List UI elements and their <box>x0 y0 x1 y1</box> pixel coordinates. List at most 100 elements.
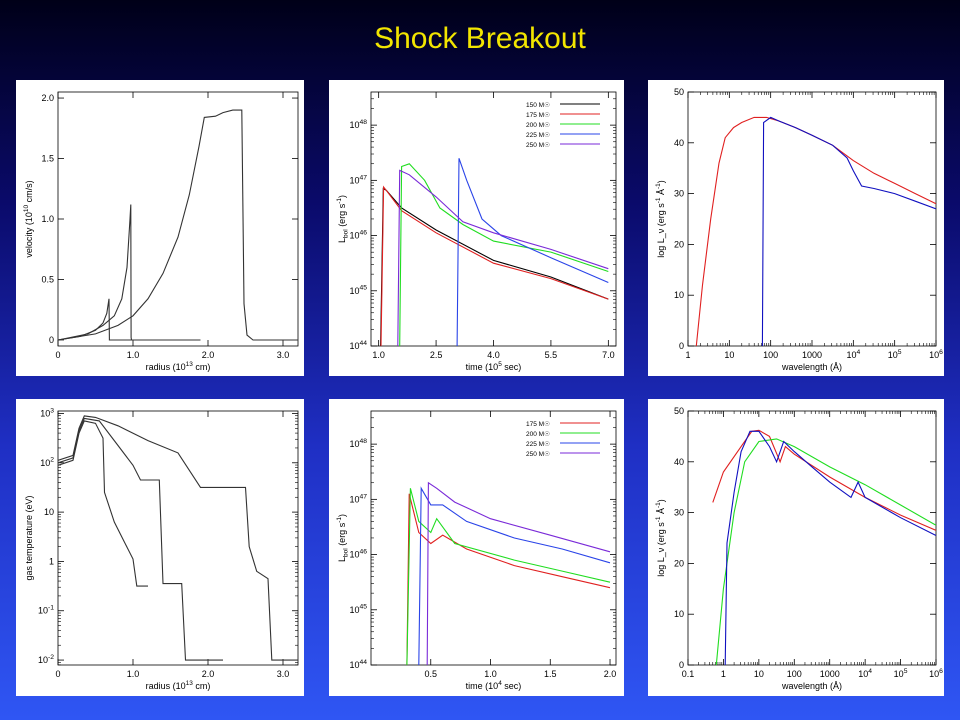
x-tick-label: 100 <box>763 350 778 360</box>
y-tick-label: 1.5 <box>41 154 54 164</box>
x-tick-label: 105 <box>894 668 908 679</box>
legend-entry-label: 250 M☉ <box>526 450 550 458</box>
y-tick-label: 10-2 <box>38 654 54 665</box>
y-tick-label: 1044 <box>349 340 367 351</box>
series-line-3 <box>418 486 611 665</box>
y-axis-label: velocity (1010​ cm/s) <box>23 180 34 257</box>
y-tick-label: 1045 <box>349 604 367 615</box>
x-tick-label: 3.0 <box>277 669 290 679</box>
x-tick-label: 1.0 <box>127 350 140 360</box>
x-tick-label: 7.0 <box>602 350 615 360</box>
y-tick-label: 1.0 <box>41 214 54 224</box>
x-tick-label: 1000 <box>802 350 822 360</box>
legend-entry-label: 175 M☉ <box>526 111 550 119</box>
series-line-2 <box>58 417 223 661</box>
plot-area: 1.0 2.5 4.0 5.5 7.0 1044 1045 1046 1047 1048 time … <box>336 91 617 372</box>
y-tick-label: 0 <box>679 660 684 670</box>
series-line-3 <box>58 109 298 341</box>
legend-entry-label: 250 M☉ <box>526 141 550 149</box>
y-tick-label: 2.0 <box>41 93 54 103</box>
series-line-3 <box>724 430 936 665</box>
y-tick-label: 1047 <box>349 493 367 504</box>
temperature-radius-chart: 0 1.0 2.0 3.0 10-2 10-1 1 10 102 103 radius (1013​… <box>16 399 304 696</box>
x-tick-label: 2.0 <box>604 669 617 679</box>
series-line-2 <box>761 116 936 346</box>
x-tick-label: 100 <box>787 669 802 679</box>
y-tick-label: 50 <box>674 87 684 97</box>
series-line-3 <box>58 415 298 661</box>
y-tick-label: 40 <box>674 457 684 467</box>
y-tick-label: 40 <box>674 138 684 148</box>
series-line-2 <box>58 204 201 341</box>
legend-entry-label: 225 M☉ <box>526 440 550 448</box>
x-axis-label: wavelength (Å) <box>781 681 842 691</box>
series-line-2 <box>380 185 609 346</box>
y-tick-label: 20 <box>674 239 684 249</box>
x-tick-label: 10 <box>754 669 764 679</box>
x-tick-label: 1 <box>685 350 690 360</box>
series-line-1 <box>695 116 936 346</box>
y-tick-label: 103 <box>40 407 54 418</box>
luminosity-time-chart-top: 1.0 2.5 4.0 5.5 7.0 1044 1045 1046 1047 1048 time … <box>329 80 624 376</box>
legend-entry-label: 175 M☉ <box>526 420 550 428</box>
spectrum-chart-bottom: 0.1 1 10 100 1000 104 105 106 0 10 20 30 40 50 wavelen… <box>648 399 944 696</box>
x-tick-label: 4.0 <box>487 350 500 360</box>
series-line-4 <box>426 481 611 665</box>
slide-title: Shock Breakout <box>374 22 586 55</box>
x-tick-label: 106 <box>929 668 943 679</box>
x-tick-label: 0 <box>55 669 60 679</box>
axes-frame <box>687 410 937 666</box>
x-axis-label: radius (1013​ cm) <box>146 361 211 372</box>
y-axis-label: Lbol​ (erg s-1​) <box>336 514 350 562</box>
series-line-2 <box>715 438 936 665</box>
y-tick-label: 20 <box>674 558 684 568</box>
x-axis-label: time (105​ sec) <box>466 361 522 372</box>
y-tick-label: 50 <box>674 406 684 416</box>
y-tick-label: 1 <box>49 556 54 566</box>
y-axis-label: log L_ν (erg s-1​ Å-1​) <box>655 180 666 258</box>
x-tick-label: 2.0 <box>202 669 215 679</box>
series-line-1 <box>58 420 148 587</box>
axes-frame <box>57 410 299 666</box>
x-tick-label: 3.0 <box>277 350 290 360</box>
luminosity-time-chart-bottom: 0.5 1.0 1.5 2.0 1044 1045 1046 1047 1048 time (10… <box>329 399 624 696</box>
y-axis-label: log L_ν (erg s-1​ Å-1​) <box>655 499 666 577</box>
x-tick-label: 5.5 <box>545 350 558 360</box>
series-line-4 <box>456 158 609 346</box>
y-axis-label: Lbol​ (erg s-1​) <box>336 195 350 243</box>
x-axis-label: wavelength (Å) <box>781 362 842 372</box>
y-tick-label: 1045 <box>349 285 367 296</box>
x-tick-label: 1.0 <box>484 669 497 679</box>
plot-area: 1 10 100 1000 104 105 106 0 10 20 30 40 50 wavelength… <box>655 87 943 372</box>
series-line-5 <box>397 169 609 346</box>
x-tick-label: 1.0 <box>372 350 385 360</box>
series-line-1 <box>58 298 156 341</box>
x-tick-label: 1.0 <box>127 669 140 679</box>
y-tick-label: 1048 <box>349 119 367 130</box>
series-line-1 <box>406 493 611 665</box>
y-tick-label: 1046 <box>349 549 367 560</box>
x-tick-label: 10 <box>724 350 734 360</box>
plot-area: 0 1.0 2.0 3.0 10-2 10-1 1 10 102 103 radius (1013​… <box>24 407 299 691</box>
legend-entry-label: 200 M☉ <box>526 430 550 438</box>
axes-frame <box>687 91 937 347</box>
legend-entry-label: 225 M☉ <box>526 131 550 139</box>
axes-frame <box>57 91 299 347</box>
y-tick-label: 10-1 <box>38 605 54 616</box>
plot-area: 0.5 1.0 1.5 2.0 1044 1045 1046 1047 1048 time (10… <box>336 410 617 691</box>
x-tick-label: 1 <box>721 669 726 679</box>
chart-legend: 150 M☉ 175 M☉ 200 M☉ 225 M☉ 250 M☉ <box>526 101 600 149</box>
series-line-2 <box>406 488 611 665</box>
legend-entry-label: 150 M☉ <box>526 101 550 109</box>
y-axis-label: gas temperature (eV) <box>24 495 34 580</box>
x-tick-label: 1.5 <box>544 669 557 679</box>
x-tick-label: 2.5 <box>430 350 443 360</box>
legend-entry-label: 200 M☉ <box>526 121 550 129</box>
y-tick-label: 10 <box>674 609 684 619</box>
x-tick-label: 104 <box>846 349 860 360</box>
x-tick-label: 0.5 <box>424 669 437 679</box>
x-tick-label: 105 <box>888 349 902 360</box>
x-axis-label: time (104​ sec) <box>466 680 522 691</box>
x-tick-label: 0.1 <box>682 669 695 679</box>
